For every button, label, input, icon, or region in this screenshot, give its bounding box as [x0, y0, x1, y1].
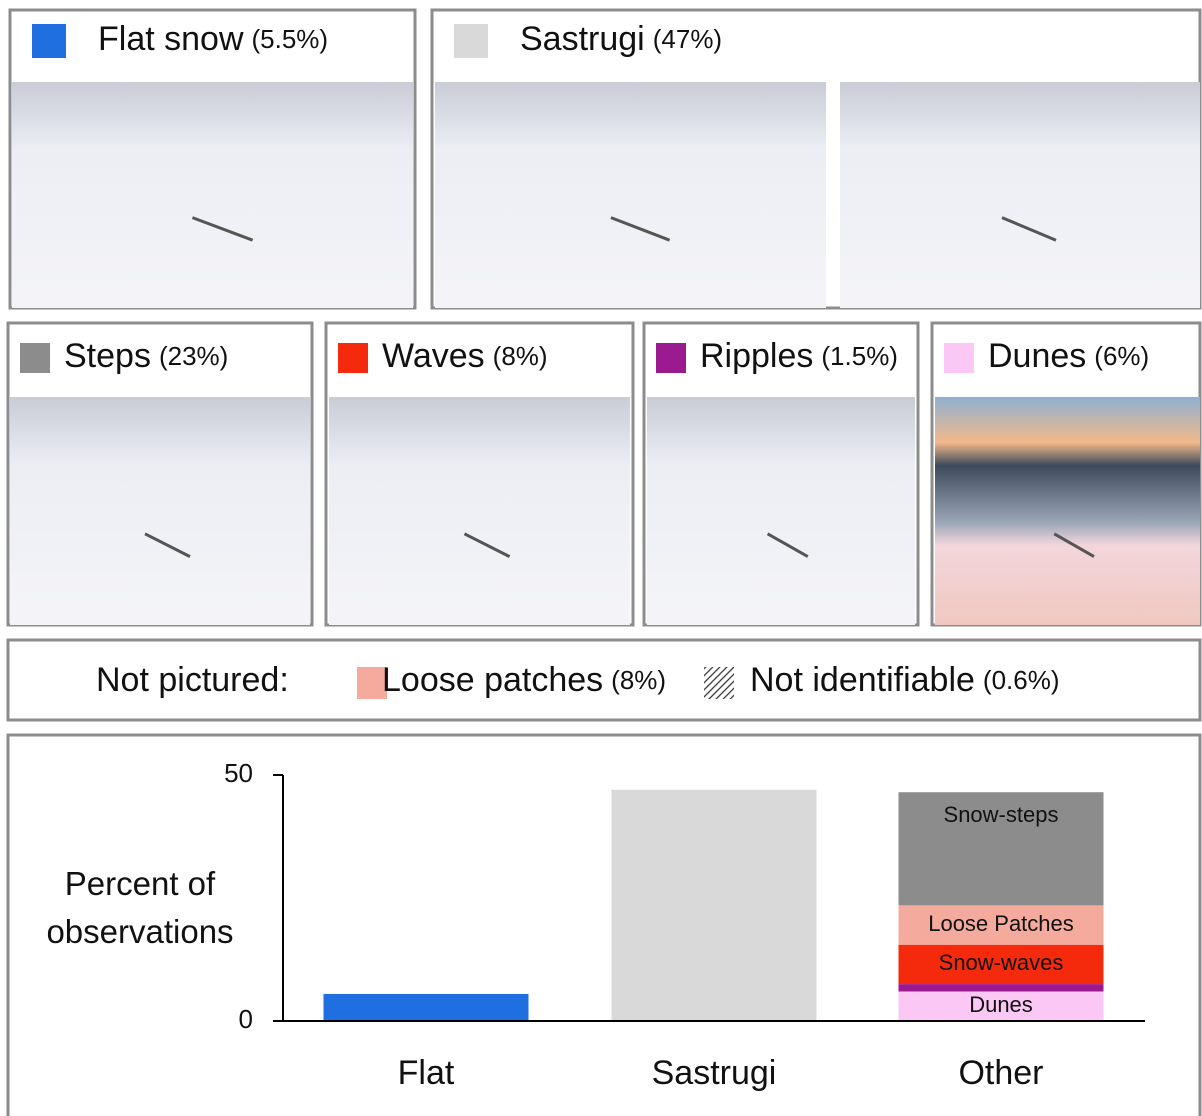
bar-segment [898, 984, 1104, 992]
arrow [1001, 216, 1057, 242]
bar-segment [611, 789, 817, 1021]
photo [935, 397, 1200, 625]
caption: Sastrugi (47%) [520, 20, 722, 58]
arrow [463, 532, 511, 558]
caption: Dunes (6%) [988, 337, 1149, 375]
caption-percent: (1.5%) [821, 341, 898, 371]
caption-percent: (47%) [653, 24, 722, 54]
caption: Waves (8%) [382, 337, 548, 375]
caption: Not identifiable (0.6%) [750, 661, 1060, 699]
arrow [191, 216, 254, 242]
arrow [610, 216, 671, 242]
caption-label: Flat snow [98, 20, 244, 58]
bar-segment [323, 993, 529, 1021]
caption: Ripples (1.5%) [700, 337, 898, 375]
arrow [766, 532, 809, 558]
y-tick-label: 0 [239, 1004, 253, 1034]
bar-segment [898, 905, 1104, 945]
caption-percent: (0.6%) [983, 665, 1060, 695]
caption: Flat snow (5.5%) [98, 20, 328, 58]
caption-percent: (8%) [493, 341, 548, 371]
segment-label: Dunes [969, 992, 1033, 1017]
arrow [144, 532, 191, 558]
caption-label: Waves [382, 337, 485, 375]
photo [12, 82, 413, 308]
swatch [32, 24, 66, 58]
caption-label: Loose patches [382, 661, 603, 699]
segment-label: Loose Patches [928, 911, 1074, 936]
caption-percent: (23%) [159, 341, 228, 371]
bar-segment [898, 991, 1104, 1021]
swatch [656, 343, 686, 373]
bar-segment [898, 792, 1104, 906]
swatch [704, 667, 734, 699]
swatch [454, 24, 488, 58]
caption-label: Sastrugi [520, 20, 645, 58]
caption-label: Ripples [700, 337, 813, 375]
swatch [944, 343, 974, 373]
arrow [1053, 532, 1095, 558]
not-pictured-label: Not pictured: [96, 661, 289, 699]
photo [329, 397, 630, 625]
bar-segment [898, 944, 1104, 985]
caption-percent: (8%) [611, 665, 666, 695]
photo [10, 397, 310, 625]
y-axis-label: Percent of observations [46, 865, 234, 950]
y-tick-label: 50 [224, 758, 253, 788]
not-pictured-box [6, 638, 1202, 722]
caption: Loose patches (8%) [382, 661, 666, 699]
x-tick-label: Sastrugi [652, 1054, 777, 1092]
segment-label: Snow-waves [939, 950, 1064, 975]
swatch [20, 343, 50, 373]
caption: Steps (23%) [64, 337, 228, 375]
swatch [338, 343, 368, 373]
caption-label: Not identifiable [750, 661, 975, 699]
photo [647, 397, 915, 625]
swatch [357, 667, 387, 699]
caption-percent: (6%) [1094, 341, 1149, 371]
x-tick-label: Flat [398, 1054, 455, 1092]
x-tick-label: Other [958, 1054, 1043, 1092]
caption-label: Steps [64, 337, 151, 375]
photo [435, 82, 826, 308]
photo [840, 82, 1200, 308]
caption-label: Dunes [988, 337, 1086, 375]
segment-label: Snow-steps [944, 802, 1059, 827]
caption-percent: (5.5%) [252, 24, 329, 54]
